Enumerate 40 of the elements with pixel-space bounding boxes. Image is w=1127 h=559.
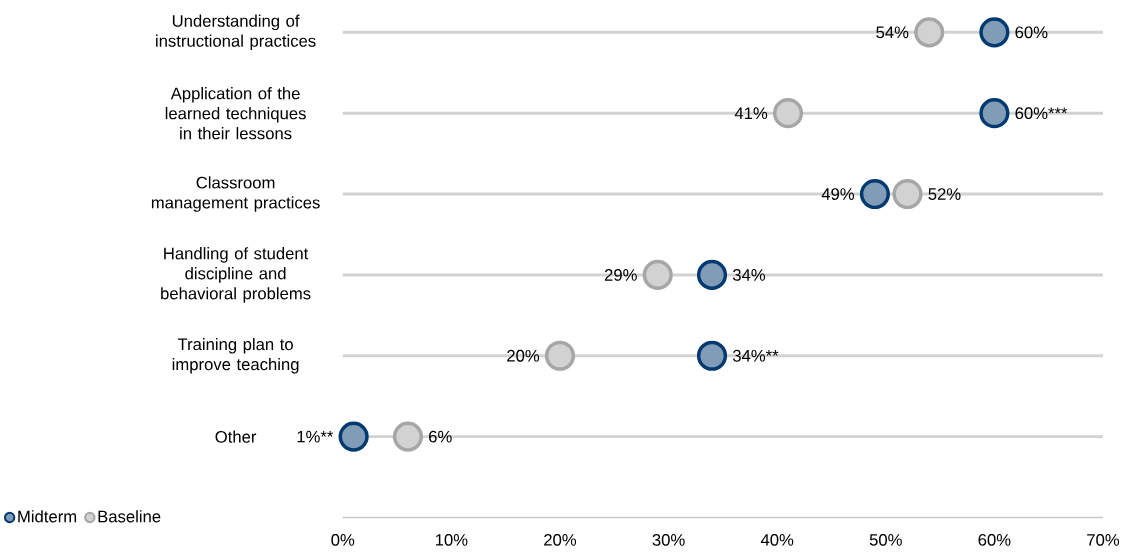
x-tick-label: 50% (869, 534, 902, 546)
y-tick-label: Other (215, 430, 257, 443)
legend-label: Baseline (98, 510, 161, 523)
data-label: 6% (429, 430, 452, 443)
point (914, 17, 945, 48)
data-label: 34%** (732, 349, 779, 362)
y-tick-label: Application of the learned techniques in their lessons (165, 87, 306, 140)
y-tick-label: Classroom management practices (151, 176, 320, 212)
y-tick-label: Handling of student discipline and behavioral problems (161, 247, 311, 303)
point (979, 98, 1010, 129)
point (772, 98, 804, 129)
x-tick-label: 0% (331, 534, 355, 546)
data-label: 60%*** (1015, 107, 1068, 120)
point (642, 259, 673, 291)
legend-label: Midterm (18, 510, 77, 523)
data-label: 20% (507, 349, 540, 362)
point (979, 17, 1010, 48)
x-tick-label: 60% (978, 534, 1011, 546)
data-label: 54% (876, 26, 909, 39)
y-tick-label: Training plan to improve teaching (172, 338, 299, 374)
x-tick-label: 70% (1087, 534, 1120, 546)
data-label: 60% (1015, 26, 1048, 39)
point (338, 421, 369, 452)
data-label: 52% (928, 188, 961, 201)
point (859, 179, 890, 210)
data-label: 41% (734, 107, 768, 120)
point (892, 179, 923, 210)
data-label: 1%** (297, 430, 334, 443)
point (392, 421, 424, 452)
point (696, 259, 728, 291)
x-tick-label: 20% (544, 534, 577, 546)
data-label: 29% (604, 269, 637, 281)
y-tick-label: Understanding of instructional practices (156, 14, 316, 51)
point (696, 340, 728, 371)
data-label: 34% (732, 269, 766, 281)
data-label: 49% (821, 188, 855, 201)
x-tick-label: 40% (760, 534, 794, 546)
point (544, 340, 576, 371)
x-tick-label: 10% (435, 534, 468, 546)
x-tick-label: 30% (652, 534, 685, 546)
